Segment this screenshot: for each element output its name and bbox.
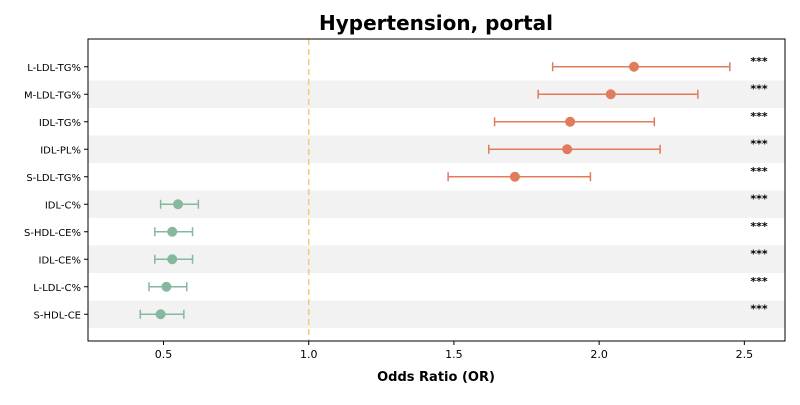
or-point bbox=[167, 254, 178, 265]
or-point bbox=[562, 144, 573, 155]
forest-row: *** bbox=[148, 275, 768, 292]
category-label: IDL-CE% bbox=[39, 255, 81, 266]
significance-label: *** bbox=[750, 55, 768, 68]
plot-frame bbox=[87, 38, 786, 342]
significance-label: *** bbox=[750, 220, 768, 233]
significance-label: *** bbox=[750, 247, 768, 260]
x-tick-label: 2.0 bbox=[590, 348, 608, 361]
or-point bbox=[155, 309, 166, 320]
forest-row: *** bbox=[154, 247, 768, 265]
category-label: S-LDL-TG% bbox=[26, 173, 81, 184]
forest-row: *** bbox=[493, 110, 768, 127]
significance-label: *** bbox=[750, 192, 768, 205]
x-tick-label: 1.0 bbox=[300, 348, 318, 361]
chart-marks: *** *** *** *** *** *** *** *** *** *** bbox=[139, 55, 768, 320]
x-tick-label: 0.5 bbox=[155, 348, 173, 361]
or-point bbox=[628, 61, 639, 72]
category-label: L-LDL-TG% bbox=[27, 63, 81, 74]
x-tick-label: 2.5 bbox=[736, 348, 754, 361]
forest-row: *** bbox=[154, 220, 768, 237]
category-label: IDL-TG% bbox=[39, 118, 81, 129]
row-band bbox=[88, 300, 785, 328]
y-axis: L-LDL-TG% M-LDL-TG% IDL-TG% IDL-PL% S-LDL-TG… bbox=[24, 63, 88, 321]
category-label: L-LDL-C% bbox=[33, 283, 81, 294]
row-bands bbox=[88, 80, 785, 328]
or-point bbox=[161, 281, 172, 292]
x-tick-label: 1.5 bbox=[445, 348, 463, 361]
significance-label: *** bbox=[750, 137, 768, 150]
chart-title: Hypertension, portal bbox=[319, 11, 553, 35]
or-point bbox=[167, 226, 178, 237]
category-label: IDL-C% bbox=[45, 200, 81, 211]
forest-row: *** bbox=[551, 55, 768, 72]
forest-row: *** bbox=[537, 82, 768, 100]
forest-row: *** bbox=[139, 302, 768, 320]
row-band bbox=[88, 190, 785, 218]
significance-label: *** bbox=[750, 302, 768, 315]
x-axis: 0.5 1.0 1.5 2.0 2.5 bbox=[155, 341, 753, 361]
category-label: IDL-PL% bbox=[40, 145, 81, 156]
significance-label: *** bbox=[750, 165, 768, 178]
forest-row: *** bbox=[447, 165, 768, 182]
row-band bbox=[88, 245, 785, 273]
forest-row: *** bbox=[488, 137, 768, 155]
category-label: S-HDL-CE% bbox=[24, 228, 81, 239]
category-label: S-HDL-CE bbox=[34, 310, 81, 321]
x-axis-label: Odds Ratio (OR) bbox=[377, 370, 495, 385]
forest-row: *** bbox=[159, 192, 768, 210]
or-point bbox=[173, 199, 184, 210]
or-point bbox=[605, 89, 616, 100]
or-point bbox=[565, 116, 576, 127]
or-point bbox=[509, 171, 520, 182]
significance-label: *** bbox=[750, 110, 768, 123]
row-band bbox=[88, 135, 785, 163]
significance-label: *** bbox=[750, 275, 768, 288]
significance-label: *** bbox=[750, 82, 768, 95]
category-label: M-LDL-TG% bbox=[24, 90, 81, 101]
